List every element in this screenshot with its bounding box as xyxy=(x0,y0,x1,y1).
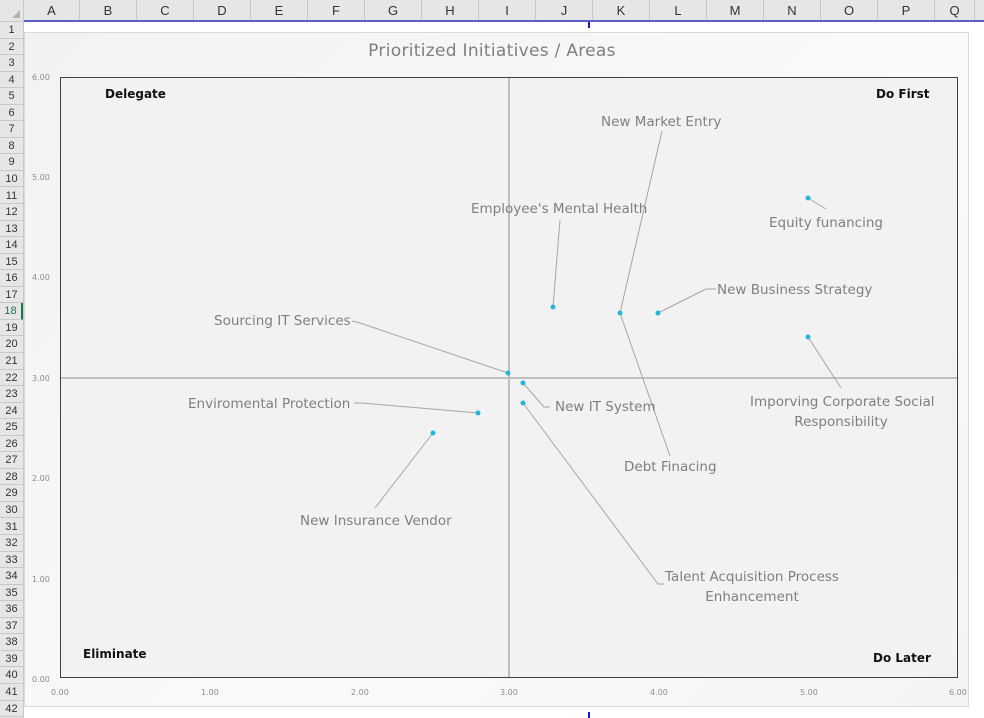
column-header-b[interactable]: B xyxy=(80,0,137,20)
row-header-21[interactable]: 21 xyxy=(0,353,23,370)
row-header-2[interactable]: 2 xyxy=(0,39,23,56)
row-header-27[interactable]: 27 xyxy=(0,452,23,469)
x-tick-0: 0.00 xyxy=(51,688,69,697)
row-header-4[interactable]: 4 xyxy=(0,72,23,89)
row-header-3[interactable]: 3 xyxy=(0,55,23,72)
column-header-q[interactable]: Q xyxy=(935,0,975,20)
row-header-16[interactable]: 16 xyxy=(0,270,23,287)
selection-handle-top[interactable] xyxy=(588,22,590,28)
row-header-30[interactable]: 30 xyxy=(0,502,23,519)
y-tick-1: 1.00 xyxy=(32,575,50,584)
label-business-strategy[interactable]: New Business Strategy xyxy=(717,282,873,298)
row-header-18[interactable]: 18 xyxy=(0,303,23,320)
label-sourcing-it[interactable]: Sourcing IT Services xyxy=(214,313,351,329)
row-header-34[interactable]: 34 xyxy=(0,568,23,585)
row-header-26[interactable]: 26 xyxy=(0,436,23,453)
row-header-33[interactable]: 33 xyxy=(0,552,23,569)
y-tick-0: 0.00 xyxy=(32,675,50,684)
row-header-24[interactable]: 24 xyxy=(0,403,23,420)
label-csr[interactable]: Imporving Corporate Social Responsibilit… xyxy=(750,392,935,432)
label-enviro[interactable]: Enviromental Protection xyxy=(188,396,351,412)
row-header-20[interactable]: 20 xyxy=(0,336,23,353)
row-header-13[interactable]: 13 xyxy=(0,221,23,238)
label-equity[interactable]: Equity funancing xyxy=(769,215,883,231)
quadrant-do-first: Do First xyxy=(876,87,930,101)
label-it-system[interactable]: New IT System xyxy=(555,399,656,415)
label-talent-line1: Talent Acquisition Process xyxy=(665,569,839,585)
row-header-14[interactable]: 14 xyxy=(0,237,23,254)
row-header-32[interactable]: 32 xyxy=(0,535,23,552)
column-header-k[interactable]: K xyxy=(593,0,650,20)
row-header-42[interactable]: 42 xyxy=(0,701,23,718)
column-header-f[interactable]: F xyxy=(308,0,365,20)
column-header-d[interactable]: D xyxy=(194,0,251,20)
row-header-10[interactable]: 10 xyxy=(0,171,23,188)
x-tick-4: 4.00 xyxy=(650,688,668,697)
row-header-9[interactable]: 9 xyxy=(0,154,23,171)
x-tick-2: 2.00 xyxy=(351,688,369,697)
label-talent-line2: Enhancement xyxy=(705,589,799,605)
x-tick-1: 1.00 xyxy=(201,688,219,697)
row-header-11[interactable]: 11 xyxy=(0,188,23,205)
row-header-23[interactable]: 23 xyxy=(0,386,23,403)
row-header-15[interactable]: 15 xyxy=(0,254,23,271)
column-header-l[interactable]: L xyxy=(650,0,707,20)
row-header-19[interactable]: 19 xyxy=(0,320,23,337)
row-header-39[interactable]: 39 xyxy=(0,651,23,668)
row-header-6[interactable]: 6 xyxy=(0,105,23,122)
select-all-triangle-icon xyxy=(12,10,20,18)
row-header-40[interactable]: 40 xyxy=(0,667,23,684)
x-tick-3: 3.00 xyxy=(500,688,518,697)
column-header-i[interactable]: I xyxy=(479,0,536,20)
label-talent[interactable]: Talent Acquisition Process Enhancement xyxy=(664,567,840,607)
selection-handle-bottom[interactable] xyxy=(588,712,590,718)
row-header-29[interactable]: 29 xyxy=(0,485,23,502)
row-header-25[interactable]: 25 xyxy=(0,419,23,436)
row-header-28[interactable]: 28 xyxy=(0,469,23,486)
column-header-m[interactable]: M xyxy=(707,0,764,20)
row-headers: 1 2 3 4 5 6 7 8 9 10 11 12 13 14 15 16 17 18 19 20 21 22 23 24 2… xyxy=(0,22,24,718)
y-tick-5: 5.00 xyxy=(32,173,50,182)
row-header-17[interactable]: 17 xyxy=(0,287,23,304)
row-header-38[interactable]: 38 xyxy=(0,634,23,651)
row-header-37[interactable]: 37 xyxy=(0,618,23,635)
select-all-corner[interactable] xyxy=(0,0,24,22)
column-header-a[interactable]: A xyxy=(24,0,80,20)
row-header-12[interactable]: 12 xyxy=(0,204,23,221)
x-tick-6: 6.00 xyxy=(949,688,967,697)
quadrant-eliminate: Eliminate xyxy=(83,647,147,661)
column-header-h[interactable]: H xyxy=(422,0,479,20)
row-header-1[interactable]: 1 xyxy=(0,22,23,39)
row-header-5[interactable]: 5 xyxy=(0,88,23,105)
y-tick-6: 6.00 xyxy=(32,73,50,82)
column-header-c[interactable]: C xyxy=(137,0,194,20)
column-header-n[interactable]: N xyxy=(764,0,821,20)
quadrant-delegate: Delegate xyxy=(105,87,166,101)
y-tick-2: 2.00 xyxy=(32,474,50,483)
label-mental-health[interactable]: Employee's Mental Health xyxy=(471,201,648,217)
column-header-j[interactable]: J xyxy=(536,0,593,20)
column-header-p[interactable]: P xyxy=(878,0,935,20)
row-header-41[interactable]: 41 xyxy=(0,684,23,701)
x-tick-5: 5.00 xyxy=(800,688,818,697)
label-insurance[interactable]: New Insurance Vendor xyxy=(300,513,452,529)
y-tick-4: 4.00 xyxy=(32,273,50,282)
quadrant-do-later: Do Later xyxy=(873,651,931,665)
row-header-8[interactable]: 8 xyxy=(0,138,23,155)
label-market-entry[interactable]: New Market Entry xyxy=(601,114,722,130)
row-header-35[interactable]: 35 xyxy=(0,585,23,602)
row-header-31[interactable]: 31 xyxy=(0,519,23,536)
column-header-o[interactable]: O xyxy=(821,0,878,20)
column-header-e[interactable]: E xyxy=(251,0,308,20)
y-tick-3: 3.00 xyxy=(32,374,50,383)
label-csr-line2: Responsibility xyxy=(794,414,888,430)
label-csr-line1: Imporving Corporate Social xyxy=(750,394,935,410)
label-debt[interactable]: Debt Finacing xyxy=(624,459,717,475)
chart-title[interactable]: Prioritized Initiatives / Areas xyxy=(368,41,616,61)
row-header-7[interactable]: 7 xyxy=(0,121,23,138)
row-header-36[interactable]: 36 xyxy=(0,601,23,618)
column-header-g[interactable]: G xyxy=(365,0,422,20)
row-header-22[interactable]: 22 xyxy=(0,370,23,387)
